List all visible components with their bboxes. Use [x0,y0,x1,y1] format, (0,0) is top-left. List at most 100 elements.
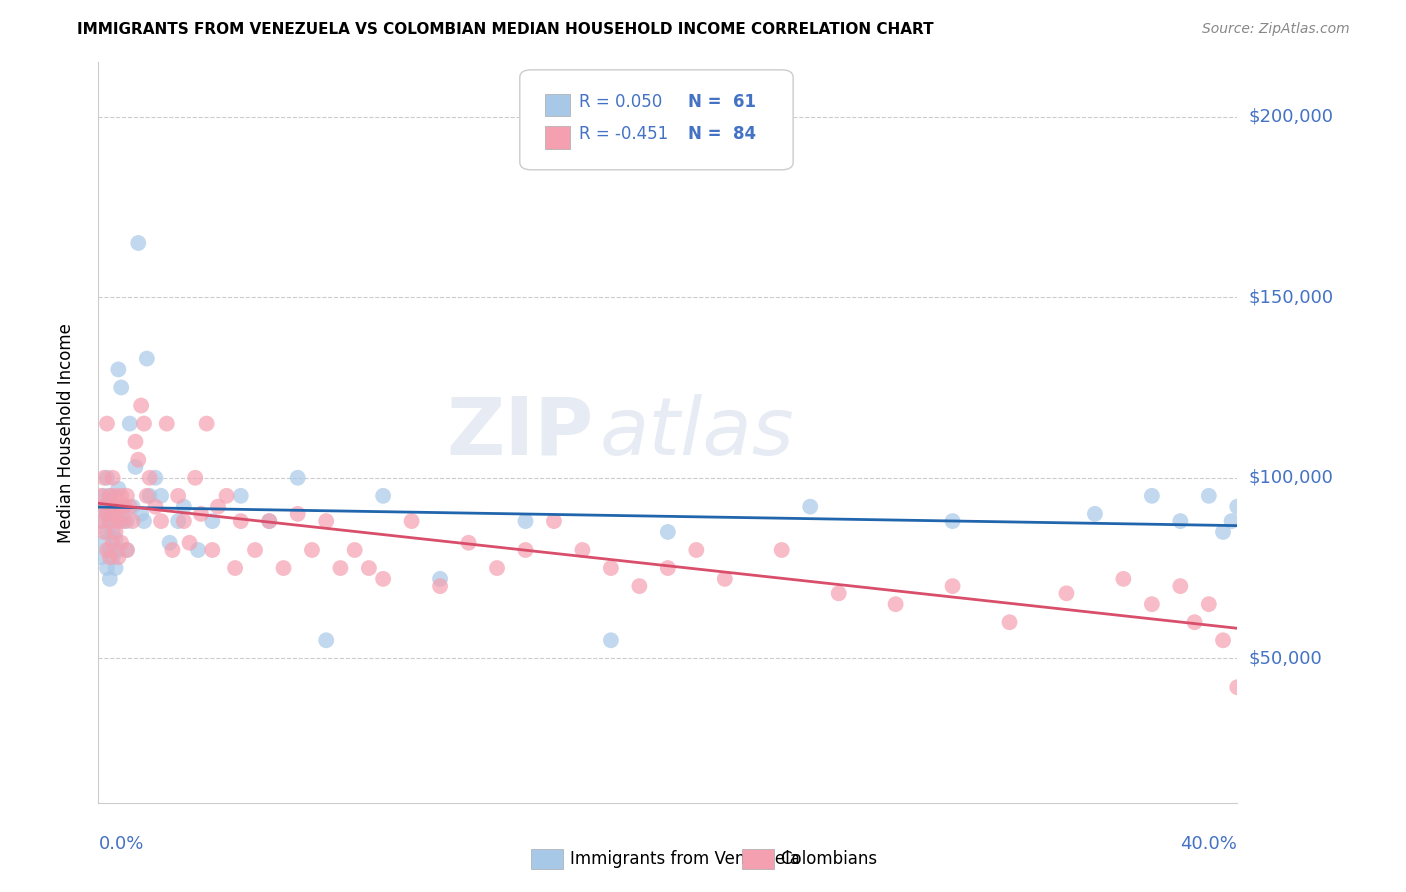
Point [104,532,127,546]
Point [110,535,132,549]
Point [486,561,509,575]
Point [104,489,127,503]
Point [150,514,173,528]
Text: Source: ZipAtlas.com: Source: ZipAtlas.com [1202,22,1350,37]
Point [132,417,155,431]
Point [315,633,337,648]
Point [96,561,118,575]
Point [173,500,195,514]
Point [98,489,121,503]
Point [259,514,281,528]
Point [115,543,138,558]
Point [215,489,238,503]
Point [998,615,1021,630]
Point [315,514,337,528]
Text: Immigrants from Venezuela: Immigrants from Venezuela [569,850,800,868]
FancyBboxPatch shape [520,70,793,169]
Point [1198,597,1220,611]
Point [129,399,152,413]
Point [112,500,135,514]
Point [101,471,124,485]
Point [1140,489,1163,503]
Point [429,572,451,586]
Point [101,500,124,514]
Point [93,489,115,503]
Point [145,471,167,485]
Point [129,507,152,521]
Point [121,514,143,528]
Point [110,489,132,503]
Point [112,500,135,514]
Y-axis label: Median Household Income: Median Household Income [56,323,75,542]
Point [770,543,793,558]
Point [118,500,141,514]
Point [600,561,623,575]
Point [1056,586,1078,600]
Point [101,524,124,539]
Point [96,417,118,431]
Point [1212,633,1234,648]
Point [600,633,623,648]
Point [1140,597,1163,611]
Point [799,500,821,514]
Point [259,514,281,528]
Point [145,500,167,514]
Point [135,489,157,503]
Point [96,471,118,485]
Point [96,507,118,521]
Point [93,471,115,485]
Point [110,514,132,528]
Point [273,561,295,575]
Point [104,507,127,521]
Point [714,572,737,586]
Point [329,561,352,575]
Point [187,543,209,558]
FancyBboxPatch shape [531,848,562,870]
Point [96,507,118,521]
Point [107,362,129,376]
Point [107,550,129,565]
Point [243,543,266,558]
Text: IMMIGRANTS FROM VENEZUELA VS COLOMBIAN MEDIAN HOUSEHOLD INCOME CORRELATION CHART: IMMIGRANTS FROM VENEZUELA VS COLOMBIAN M… [77,22,934,37]
Point [1084,507,1107,521]
Point [96,543,118,558]
Point [1198,489,1220,503]
Point [101,550,124,565]
Point [101,500,124,514]
Point [98,550,121,565]
Point [96,524,118,539]
Text: N =  61: N = 61 [689,93,756,111]
Point [685,543,707,558]
Point [343,543,366,558]
Point [657,524,679,539]
Point [107,543,129,558]
Point [173,514,195,528]
Point [1184,615,1206,630]
Point [101,514,124,528]
Point [190,507,212,521]
Point [127,452,149,467]
Point [104,524,127,539]
Point [429,579,451,593]
Point [124,434,146,449]
Point [104,500,127,514]
Point [1226,680,1249,694]
Point [135,351,157,366]
Point [107,482,129,496]
Point [115,489,138,503]
Point [301,543,323,558]
Point [287,507,309,521]
Text: $200,000: $200,000 [1249,108,1333,126]
Point [138,471,160,485]
Point [207,500,229,514]
Point [1212,524,1234,539]
Point [167,514,190,528]
Point [132,514,155,528]
Point [104,561,127,575]
Point [127,235,149,250]
Point [373,489,395,503]
Point [90,489,112,503]
Point [515,543,537,558]
Text: $150,000: $150,000 [1249,288,1333,306]
Point [401,514,423,528]
